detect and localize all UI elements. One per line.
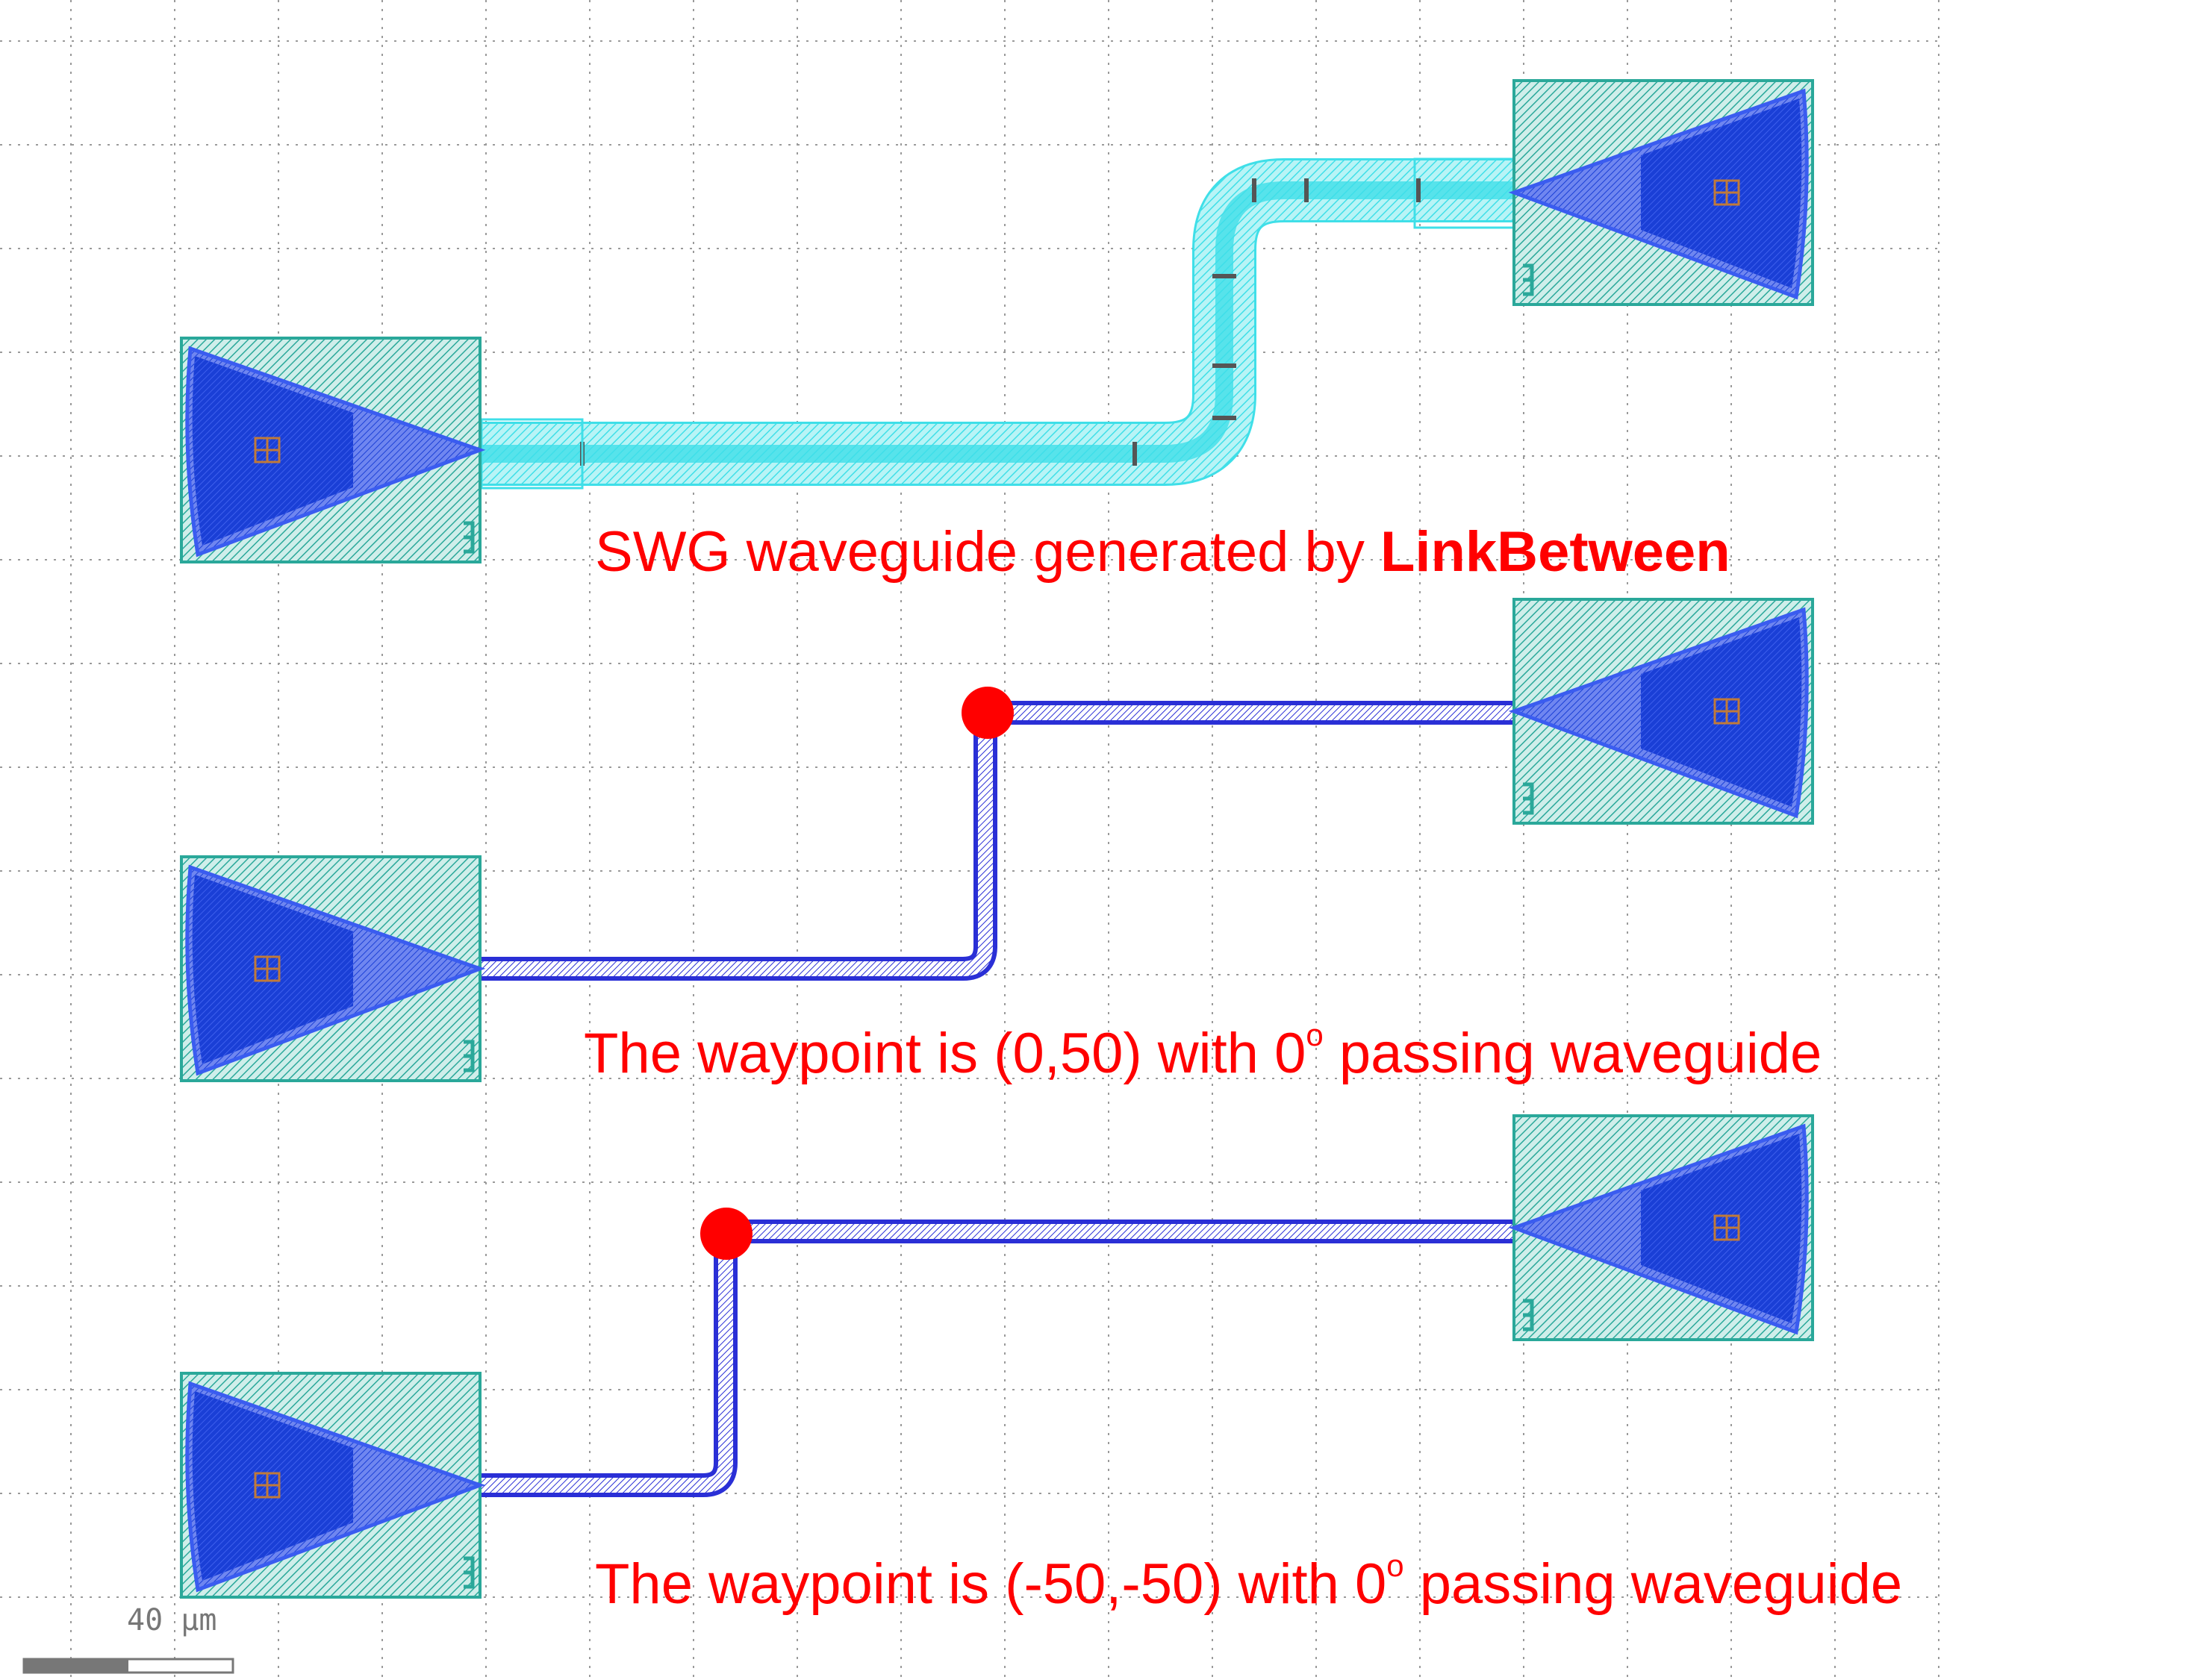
waypoint-caption-1-suffix: passing waveguide <box>1323 1022 1822 1085</box>
port-marker-icon <box>464 521 475 554</box>
swg-caption: SWG waveguide generated by LinkBetween <box>595 524 1730 581</box>
grating-coupler-icon <box>1713 179 1740 206</box>
waypoint-caption-2: The waypoint is (-50,-50) with 0o passin… <box>595 1550 1902 1613</box>
waypoint-caption-2-text: The waypoint is (-50,-50) with 0 <box>595 1552 1387 1616</box>
port-marker-icon <box>1523 782 1534 815</box>
grating-coupler-icon <box>254 437 281 463</box>
grating-coupler-left-3 <box>180 1372 486 1599</box>
degree-sup-1: o <box>1306 1017 1324 1052</box>
port-marker-icon <box>1523 263 1534 296</box>
waypoint-caption-1: The waypoint is (0,50) with 0o passing w… <box>584 1019 1822 1085</box>
swg-caption-text: SWG waveguide generated by <box>595 520 1380 584</box>
degree-sup-2: o <box>1386 1548 1404 1583</box>
grating-coupler-left-1 <box>180 337 486 563</box>
scale-bar <box>22 1658 234 1674</box>
grating-coupler-right-3 <box>1508 1114 1814 1341</box>
scale-bar-label: 40 μm <box>127 1603 217 1637</box>
swg-caption-bold: LinkBetween <box>1380 520 1730 584</box>
port-marker-icon <box>1523 1299 1534 1331</box>
waypoint-caption-1-text: The waypoint is (0,50) with 0 <box>584 1022 1306 1085</box>
grating-coupler-icon <box>254 955 281 982</box>
grating-coupler-left-2 <box>180 855 486 1082</box>
port-marker-icon <box>464 1556 475 1589</box>
grating-coupler-icon <box>1713 1214 1740 1241</box>
grating-coupler-right-2 <box>1508 598 1814 825</box>
port-marker-icon <box>464 1040 475 1072</box>
swg-waveguide-route <box>480 157 1519 490</box>
strip-waveguide-route-2 <box>482 701 1519 981</box>
grating-coupler-icon <box>1713 698 1740 725</box>
strip-waveguide-route-3 <box>482 1220 1519 1497</box>
grating-coupler-right-1 <box>1508 79 1814 306</box>
waypoint-marker-icon <box>700 1208 753 1260</box>
waypoint-caption-2-suffix: passing waveguide <box>1403 1552 1903 1616</box>
grating-coupler-icon <box>254 1472 281 1499</box>
waypoint-marker-icon <box>962 687 1014 739</box>
